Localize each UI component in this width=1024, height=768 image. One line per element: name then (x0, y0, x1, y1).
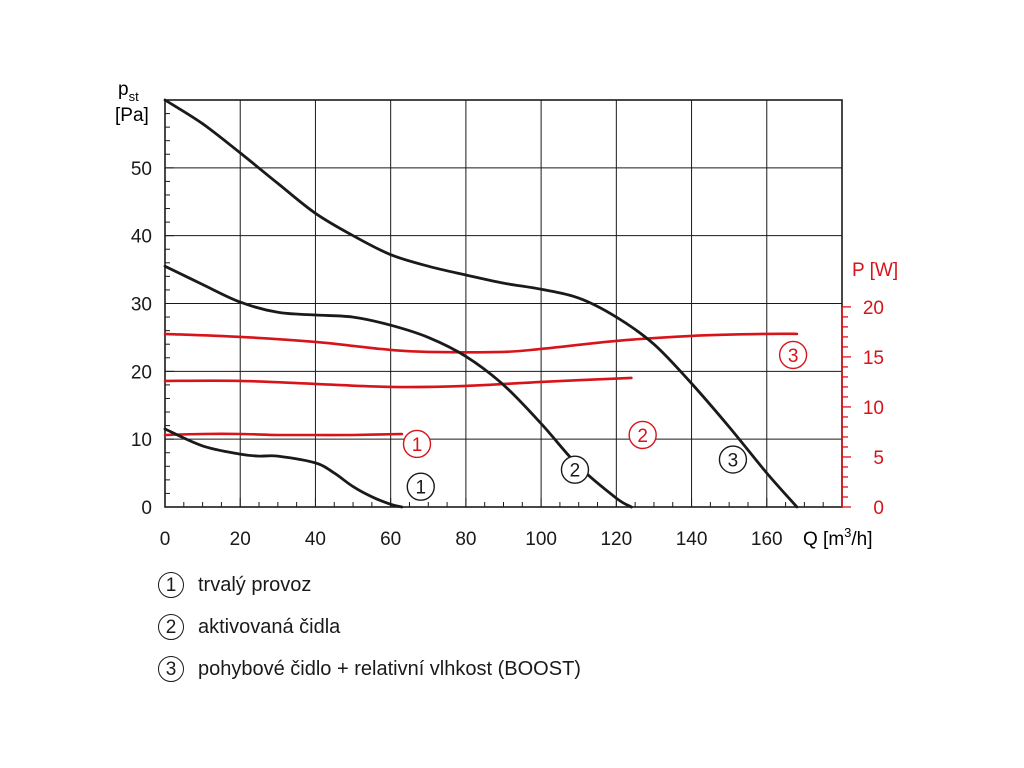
legend-label-2: aktivovaná čidla (198, 615, 341, 638)
legend-label-3: pohybové čidlo + relativní vlhkost (BOOS… (198, 657, 581, 680)
x-tick-label: 140 (676, 529, 708, 550)
x-axis-label: Q [m3/h] (803, 525, 873, 550)
y-right-tick-label: 0 (873, 498, 884, 519)
legend-label-1: trvalý provoz (198, 573, 312, 596)
legend-marker-2: 2 (158, 614, 184, 640)
legend-item: 2 aktivovaná čidla (158, 608, 581, 646)
legend: 1 trvalý provoz 2 aktivovaná čidla 3 poh… (158, 566, 581, 692)
x-tick-label: 60 (380, 529, 401, 550)
x-tick-label: 120 (600, 529, 632, 550)
power-label-2-circle (628, 420, 657, 450)
power-curve-2 (163, 376, 633, 389)
x-tick-label: 20 (230, 529, 251, 550)
pressure-label-3: 3 (718, 445, 748, 474)
pressure-label-1-circle (406, 472, 435, 501)
power-label-3: 3 (778, 340, 808, 370)
y-right-tick-label: 5 (873, 448, 884, 469)
y-left-label: pst (118, 79, 139, 104)
pressure-label-2-circle (560, 455, 590, 484)
fan-performance-chart: 0 20 40 60 80 100 120 140 1600102030405005101520… (115, 79, 898, 550)
pressure-label-3-text: 3 (728, 451, 739, 472)
pressure-label-2-text: 2 (570, 461, 581, 482)
y-right-label: P [W] (852, 260, 898, 281)
x-tick-label: 100 (525, 529, 557, 550)
power-curve-3 (163, 332, 799, 354)
power-label-2: 2 (628, 420, 657, 450)
pressure-label-1-text: 1 (415, 478, 426, 499)
power-label-1-text: 1 (412, 435, 423, 456)
y-left-tick-label: 0 (141, 498, 152, 519)
power-label-3-circle (778, 340, 808, 370)
y-left-tick-label: 30 (131, 295, 152, 316)
y-left-tick-label: 10 (131, 430, 152, 451)
y-right-tick-label: 15 (863, 348, 884, 369)
grid (165, 100, 842, 507)
y-left-tick-label: 40 (131, 227, 152, 248)
power-label-1-circle (402, 429, 432, 459)
power-series (163, 332, 799, 437)
x-tick-label: 0 (160, 529, 171, 550)
y-left-label-unit: [Pa] (115, 105, 149, 126)
y-right-tick-label: 10 (863, 398, 884, 419)
power-label-2-text: 2 (637, 426, 648, 447)
pressure-curve-3 (163, 98, 799, 509)
legend-item: 1 trvalý provoz (158, 566, 581, 604)
y-left-tick-label: 50 (131, 159, 152, 180)
legend-marker-3: 3 (158, 656, 184, 682)
pressure-curve-1 (163, 427, 404, 509)
pressure-label-3-circle (718, 445, 748, 474)
power-label-3-text: 3 (788, 346, 799, 367)
x-tick-label: 160 (751, 529, 783, 550)
axes: 0 20 40 60 80 100 120 140 160 0 10 20 30 40 50 0 5 10 15 20 (131, 99, 884, 550)
y-left-tick-label: 20 (131, 362, 152, 383)
power-label-1: 1 (402, 429, 432, 459)
y-right-tick-label: 20 (863, 298, 884, 319)
pressure-label-2: 2 (560, 455, 590, 484)
axis-titles: pst [Pa] P [W] Q [m3/h] (115, 79, 898, 550)
x-tick-label: 80 (455, 529, 476, 550)
pressure-label-1: 1 (406, 472, 435, 501)
x-tick-label: 40 (305, 529, 326, 550)
legend-item: 3 pohybové čidlo + relativní vlhkost (BO… (158, 650, 581, 688)
power-curve-1 (163, 432, 404, 437)
curve-labels: 1 2 3 1 2 3 (402, 340, 808, 501)
legend-marker-1: 1 (158, 572, 184, 598)
